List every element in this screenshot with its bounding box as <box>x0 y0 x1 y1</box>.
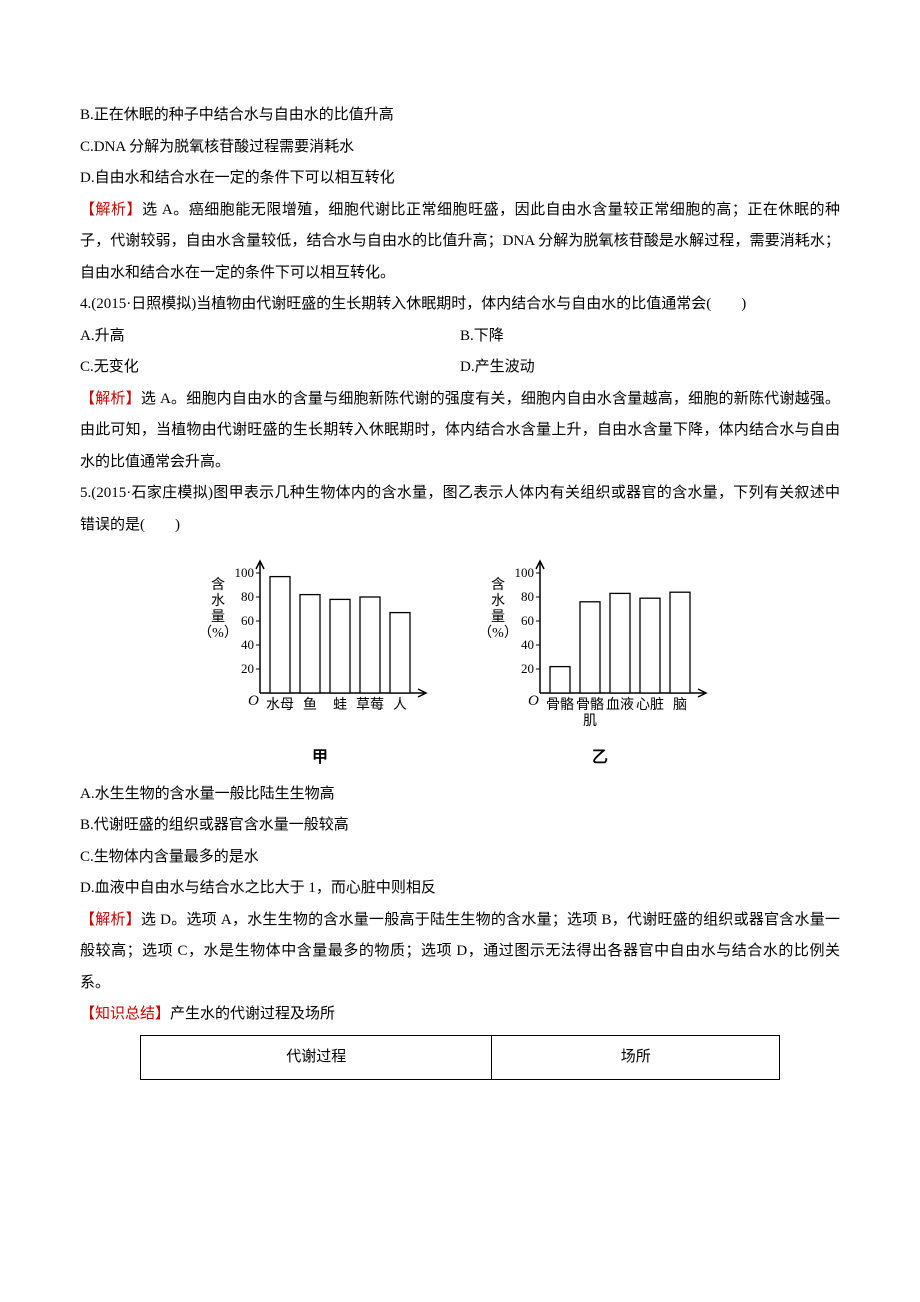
chart-left-svg: 含水量（%） 20 40 60 80 100 O 水母鱼蛙草莓人 <box>200 553 440 743</box>
q4-option-a: A.升高 <box>80 321 460 353</box>
svg-text:80: 80 <box>241 589 254 604</box>
svg-text:草莓: 草莓 <box>356 697 384 713</box>
charts-container: 含水量（%）20406080100O水母鱼蛙草莓人 甲 含水量（%）204060… <box>80 553 840 775</box>
chart-right-svg: 含水量（%） 20 40 60 80 100 O 骨骼骨骼肌血液心脏脑 <box>480 553 720 743</box>
svg-text:80: 80 <box>521 589 534 604</box>
q4-answer: 【解析】选 A。细胞内自由水的含量与细胞新陈代谢的强度有关，细胞内自由水含量越高… <box>80 384 840 479</box>
q3-option-b: B.正在休眠的种子中结合水与自由水的比值升高 <box>80 100 840 132</box>
q4-option-d: D.产生波动 <box>460 352 840 384</box>
q4-options-row1: A.升高 B.下降 <box>80 321 840 353</box>
svg-text:（%）: （%） <box>200 625 238 641</box>
summary-table: 代谢过程 场所 <box>140 1035 780 1081</box>
q5-option-a: A.水生生物的含水量一般比陆生生物高 <box>80 779 840 811</box>
q4-answer-label: 【解析】 <box>80 391 141 407</box>
q4-option-c: C.无变化 <box>80 352 460 384</box>
q5-option-d: D.血液中自由水与结合水之比大于 1，而心脏中则相反 <box>80 873 840 905</box>
chart-right-caption: 乙 <box>592 741 608 775</box>
chart-left-caption: 甲 <box>312 741 328 775</box>
svg-text:60: 60 <box>521 613 534 628</box>
svg-text:40: 40 <box>521 637 534 652</box>
svg-text:水: 水 <box>211 593 225 609</box>
svg-text:100: 100 <box>515 565 535 580</box>
svg-text:人: 人 <box>393 697 407 713</box>
svg-text:骨骼: 骨骼 <box>546 697 574 713</box>
svg-text:60: 60 <box>241 613 254 628</box>
q5-option-b: B.代谢旺盛的组织或器官含水量一般较高 <box>80 810 840 842</box>
summary-title-label: 【知识总结】 <box>80 1006 170 1022</box>
svg-text:蛙: 蛙 <box>333 697 347 713</box>
svg-text:（%）: （%） <box>480 625 518 641</box>
svg-text:O: O <box>528 693 539 709</box>
svg-text:心脏: 心脏 <box>636 697 664 713</box>
svg-text:水母: 水母 <box>266 697 294 713</box>
q4-option-b: B.下降 <box>460 321 840 353</box>
svg-text:骨骼: 骨骼 <box>576 697 604 713</box>
svg-text:脑: 脑 <box>673 697 687 713</box>
q3-answer-text: 选 A。癌细胞能无限增殖，细胞代谢比正常细胞旺盛，因此自由水含量较正常细胞的高；… <box>80 202 840 281</box>
q5-answer-text: 选 D。选项 A，水生生物的含水量一般高于陆生生物的含水量；选项 B，代谢旺盛的… <box>80 912 840 991</box>
svg-text:O: O <box>248 693 259 709</box>
svg-text:鱼: 鱼 <box>303 696 317 713</box>
q5-option-c: C.生物体内含量最多的是水 <box>80 842 840 874</box>
q4-answer-text: 选 A。细胞内自由水的含量与细胞新陈代谢的强度有关，细胞内自由水含量越高，细胞的… <box>80 391 840 470</box>
summary-title: 【知识总结】产生水的代谢过程及场所 <box>80 999 840 1031</box>
q3-option-d: D.自由水和结合水在一定的条件下可以相互转化 <box>80 163 840 195</box>
q5-stem: 5.(2015·石家庄模拟)图甲表示几种生物体内的含水量，图乙表示人体内有关组织… <box>80 478 840 541</box>
q4-options-row2: C.无变化 D.产生波动 <box>80 352 840 384</box>
svg-text:40: 40 <box>241 637 254 652</box>
summary-col2: 场所 <box>492 1035 780 1080</box>
q5-answer-label: 【解析】 <box>80 912 141 928</box>
q3-answer: 【解析】选 A。癌细胞能无限增殖，细胞代谢比正常细胞旺盛，因此自由水含量较正常细… <box>80 195 840 290</box>
q3-answer-label: 【解析】 <box>80 202 142 218</box>
svg-text:含: 含 <box>491 577 505 593</box>
svg-text:量: 量 <box>211 609 225 625</box>
svg-text:20: 20 <box>521 661 534 676</box>
summary-title-text: 产生水的代谢过程及场所 <box>170 1006 335 1022</box>
svg-text:量: 量 <box>491 609 505 625</box>
svg-text:血液: 血液 <box>606 697 634 713</box>
q3-option-c: C.DNA 分解为脱氧核苷酸过程需要消耗水 <box>80 132 840 164</box>
chart-right-block: 含水量（%） 20 40 60 80 100 O 骨骼骨骼肌血液心脏脑 乙 <box>480 553 720 775</box>
svg-text:肌: 肌 <box>583 714 597 729</box>
svg-text:100: 100 <box>235 565 255 580</box>
svg-text:20: 20 <box>241 661 254 676</box>
svg-text:水: 水 <box>491 593 505 609</box>
q4-stem: 4.(2015·日照模拟)当植物由代谢旺盛的生长期转入休眠期时，体内结合水与自由… <box>80 289 840 321</box>
svg-text:含: 含 <box>211 577 225 593</box>
summary-col1: 代谢过程 <box>141 1035 492 1080</box>
chart-left-block: 含水量（%） 20 40 60 80 100 O 水母鱼蛙草莓人 甲 <box>200 553 440 775</box>
q5-answer: 【解析】选 D。选项 A，水生生物的含水量一般高于陆生生物的含水量；选项 B，代… <box>80 905 840 1000</box>
